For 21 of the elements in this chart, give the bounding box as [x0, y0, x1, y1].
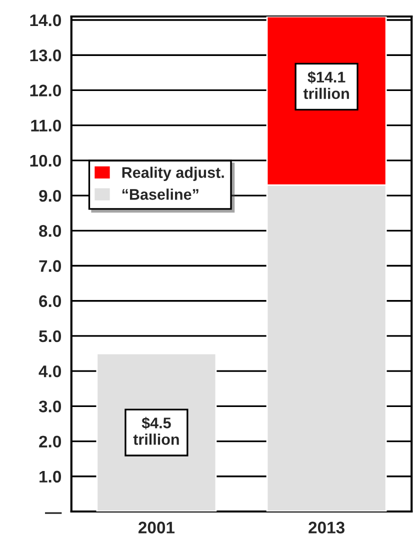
total-label: $14.1 trillion — [303, 71, 349, 100]
x-tick-label: 2001 — [138, 522, 175, 534]
y-tick-label: 4.0 — [38, 365, 61, 378]
x-tick-label: 2013 — [308, 522, 344, 534]
y-tick-label: 5.0 — [39, 330, 61, 342]
y-tick-label: 8.0 — [39, 225, 61, 237]
y-tick-label: 3.0 — [38, 400, 61, 412]
y-tick-label: 13.0 — [30, 50, 61, 62]
y-tick-label: 10.0 — [30, 154, 61, 167]
y-tick-label: 14.0 — [30, 14, 61, 26]
total-label: $4.5 trillion — [133, 416, 179, 445]
legend-label: Reality adjust. — [122, 166, 224, 181]
y-tick-label: 1.0 — [40, 470, 61, 483]
legend-label: “Baseline” — [122, 188, 198, 200]
y-tick-label: 7.0 — [39, 260, 61, 272]
y-tick-label: 9.0 — [39, 190, 61, 202]
y-tick-label: 6.0 — [39, 295, 61, 308]
y-tick-label: 11.0 — [31, 120, 61, 132]
y-tick-label: 12.0 — [30, 84, 61, 96]
y-tick-label: — — [45, 512, 62, 514]
y-tick-label: 2.0 — [39, 436, 61, 448]
